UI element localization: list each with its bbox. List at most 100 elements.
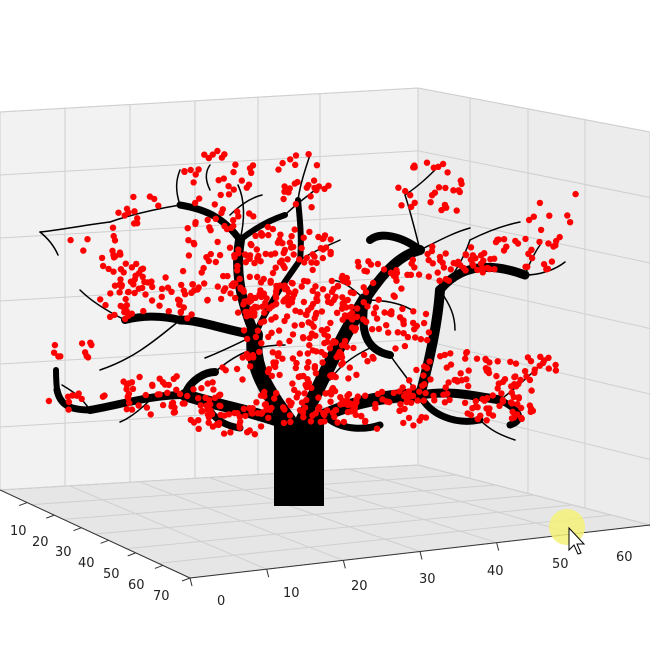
leaf-point (426, 358, 433, 365)
leaf-point (328, 277, 335, 285)
leaf-point (284, 256, 291, 263)
leaf-point (462, 251, 470, 259)
leaf-point (409, 392, 417, 399)
leaf-point (442, 384, 449, 391)
leaf-point (440, 391, 447, 398)
leaf-point (383, 322, 390, 329)
leaf-point (81, 349, 89, 356)
y-tick-label: 30 (419, 572, 436, 587)
leaf-point (305, 358, 312, 366)
leaf-point (256, 291, 263, 298)
grid-line (419, 551, 423, 560)
leaf-point (404, 333, 412, 341)
leaf-point (291, 180, 298, 187)
leaf-point (292, 288, 299, 295)
leaf-point (165, 308, 172, 315)
leaf-point (133, 260, 140, 268)
grid-line (18, 502, 28, 507)
leaf-point (397, 401, 404, 408)
leaf-point (493, 372, 500, 380)
leaf-point (524, 354, 532, 361)
leaf-point (319, 246, 327, 253)
leaf-point (324, 333, 332, 340)
y-tick-label: 50 (552, 557, 569, 572)
leaf-point (522, 263, 529, 270)
leaf-point (324, 298, 332, 305)
leaf-point (128, 406, 136, 413)
leaf-point (301, 390, 308, 397)
leaf-point (265, 414, 272, 421)
leaf-point (422, 389, 429, 397)
leaf-point (521, 368, 529, 375)
leaf-point (310, 177, 318, 184)
leaf-point (512, 237, 519, 245)
leaf-point (57, 353, 64, 360)
grid-line (496, 542, 500, 551)
leaf-point (161, 381, 169, 388)
leaf-point (447, 350, 454, 357)
leaf-point (184, 392, 191, 400)
leaf-point (236, 424, 243, 431)
leaf-point (280, 419, 288, 427)
leaf-point (279, 159, 286, 167)
leaf-point (158, 285, 166, 292)
leaf-point (261, 309, 268, 316)
leaf-point (204, 297, 211, 304)
leaf-point (129, 385, 137, 393)
leaf-point (122, 295, 129, 303)
leaf-point (262, 250, 269, 258)
leaf-point (312, 370, 320, 377)
leaf-point (341, 312, 349, 319)
tree-branches (39, 154, 566, 506)
leaf-point (467, 411, 475, 419)
leaf-point (420, 319, 428, 327)
leaf-point (284, 294, 291, 301)
leaf-point (225, 183, 232, 190)
leaf-point (144, 279, 151, 286)
leaf-point (204, 380, 211, 387)
leaf-point (439, 160, 447, 168)
leaf-point (491, 255, 498, 262)
leaf-point (450, 187, 457, 194)
leaf-point (486, 405, 493, 412)
leaf-point (275, 166, 282, 173)
leaf-point (400, 317, 407, 324)
leaf-point (347, 289, 354, 296)
leaf-point (220, 272, 227, 280)
leaf-point (283, 313, 291, 320)
leaf-point (115, 209, 122, 216)
leaf-point (106, 313, 114, 320)
leaf-point (536, 238, 543, 246)
leaf-point (184, 315, 191, 322)
leaf-point (390, 389, 397, 397)
leaf-point (130, 281, 137, 288)
leaf-point (195, 166, 202, 173)
leaf-point (185, 252, 193, 259)
leaf-point (388, 311, 395, 318)
leaf-point (300, 414, 307, 421)
leaf-point (123, 406, 130, 413)
leaf-point (458, 180, 465, 188)
leaf-point (219, 206, 226, 213)
leaf-point (301, 259, 308, 266)
leaf-point (500, 247, 508, 254)
leaf-point (184, 225, 191, 232)
leaf-point (347, 408, 355, 415)
leaf-point (303, 384, 310, 391)
grid-line (181, 577, 191, 582)
leaf-point (531, 366, 538, 373)
leaf-point (190, 179, 197, 186)
leaf-point (221, 222, 228, 230)
y-tick-label: 0 (217, 594, 225, 609)
leaf-point (455, 187, 462, 194)
leaf-point (324, 325, 331, 333)
leaf-point (451, 376, 458, 384)
leaf-point (308, 204, 315, 211)
leaf-point (364, 358, 371, 365)
leaf-point (173, 386, 180, 393)
leaf-point (305, 181, 312, 189)
leaf-point (416, 388, 423, 395)
leaf-point (146, 193, 154, 200)
